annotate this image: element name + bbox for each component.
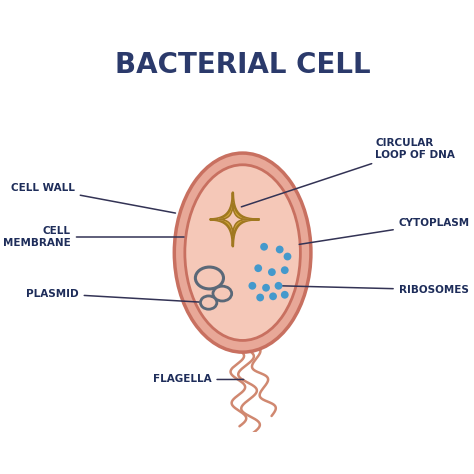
Text: PLASMID: PLASMID	[26, 289, 206, 302]
Circle shape	[260, 243, 268, 251]
Polygon shape	[219, 203, 248, 236]
Ellipse shape	[185, 165, 301, 340]
Polygon shape	[210, 192, 258, 246]
Circle shape	[281, 266, 289, 274]
Text: CIRCULAR
LOOP OF DNA: CIRCULAR LOOP OF DNA	[241, 138, 455, 207]
Ellipse shape	[201, 272, 218, 284]
Circle shape	[276, 246, 283, 254]
Text: RIBOSOMES: RIBOSOMES	[283, 285, 469, 295]
Circle shape	[256, 293, 264, 301]
Text: CELL
MEMBRANE: CELL MEMBRANE	[3, 226, 184, 248]
Text: BACTERIAL CELL: BACTERIAL CELL	[115, 51, 370, 79]
Ellipse shape	[204, 299, 213, 306]
Text: FLAGELLA: FLAGELLA	[153, 374, 244, 384]
Circle shape	[274, 282, 283, 290]
Circle shape	[262, 284, 270, 292]
Circle shape	[248, 282, 256, 290]
Ellipse shape	[174, 153, 311, 352]
Ellipse shape	[217, 289, 228, 298]
Circle shape	[268, 268, 276, 276]
Text: CYTOPLASM: CYTOPLASM	[299, 219, 470, 245]
Ellipse shape	[201, 296, 217, 309]
Circle shape	[281, 291, 289, 299]
Circle shape	[283, 253, 292, 260]
Ellipse shape	[195, 267, 223, 289]
Circle shape	[255, 264, 262, 272]
Circle shape	[269, 292, 277, 300]
Text: CELL WALL: CELL WALL	[11, 183, 175, 213]
Ellipse shape	[213, 286, 232, 301]
